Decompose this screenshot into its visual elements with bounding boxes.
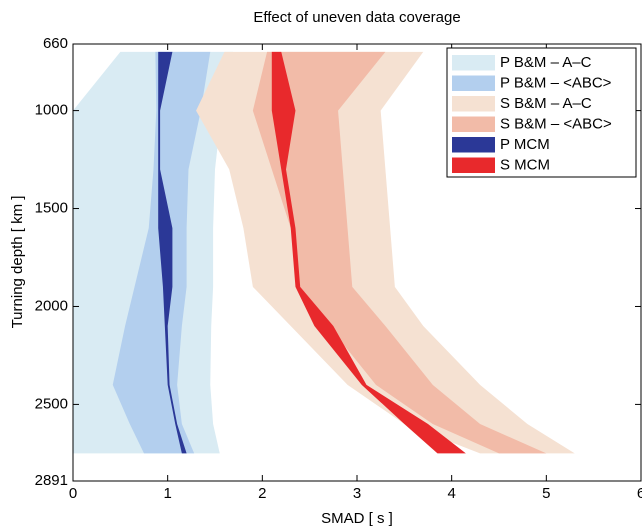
band — [158, 51, 187, 454]
y-tick-label: 660 — [43, 35, 68, 52]
y-tick-label: 1500 — [35, 200, 68, 217]
legend-swatch — [452, 116, 495, 132]
y-axis-label: Turning depth [ km ] — [9, 196, 26, 329]
x-tick-label: 1 — [163, 485, 171, 502]
x-tick-label: 2 — [258, 485, 266, 502]
chart-title: Effect of uneven data coverage — [253, 9, 460, 26]
legend-swatch — [452, 96, 495, 112]
legend-label: S B&M – <ABC> — [500, 116, 612, 133]
y-tick-label: 2500 — [35, 395, 68, 412]
legend-swatch — [452, 137, 495, 153]
x-tick-label: 3 — [353, 485, 361, 502]
x-tick-label: 6 — [637, 485, 642, 502]
legend-label: P MCM — [500, 136, 550, 153]
y-tick-label: 2000 — [35, 297, 68, 314]
band — [252, 51, 547, 454]
legend-swatch — [452, 55, 495, 71]
x-tick-label: 4 — [447, 485, 455, 502]
x-tick-label: 5 — [542, 485, 550, 502]
legend-swatch — [452, 75, 495, 91]
legend-label: P B&M – <ABC> — [500, 75, 612, 92]
y-tick-label: 2891 — [35, 472, 68, 489]
legend-swatch — [452, 157, 495, 173]
y-tick-label: 1000 — [35, 102, 68, 119]
legend-label: S MCM — [500, 157, 550, 174]
x-tick-label: 0 — [69, 485, 77, 502]
legend-label: P B&M – A–C — [500, 54, 592, 71]
legend-label: S B&M – A–C — [500, 95, 592, 112]
x-axis-label: SMAD [ s ] — [321, 510, 393, 527]
